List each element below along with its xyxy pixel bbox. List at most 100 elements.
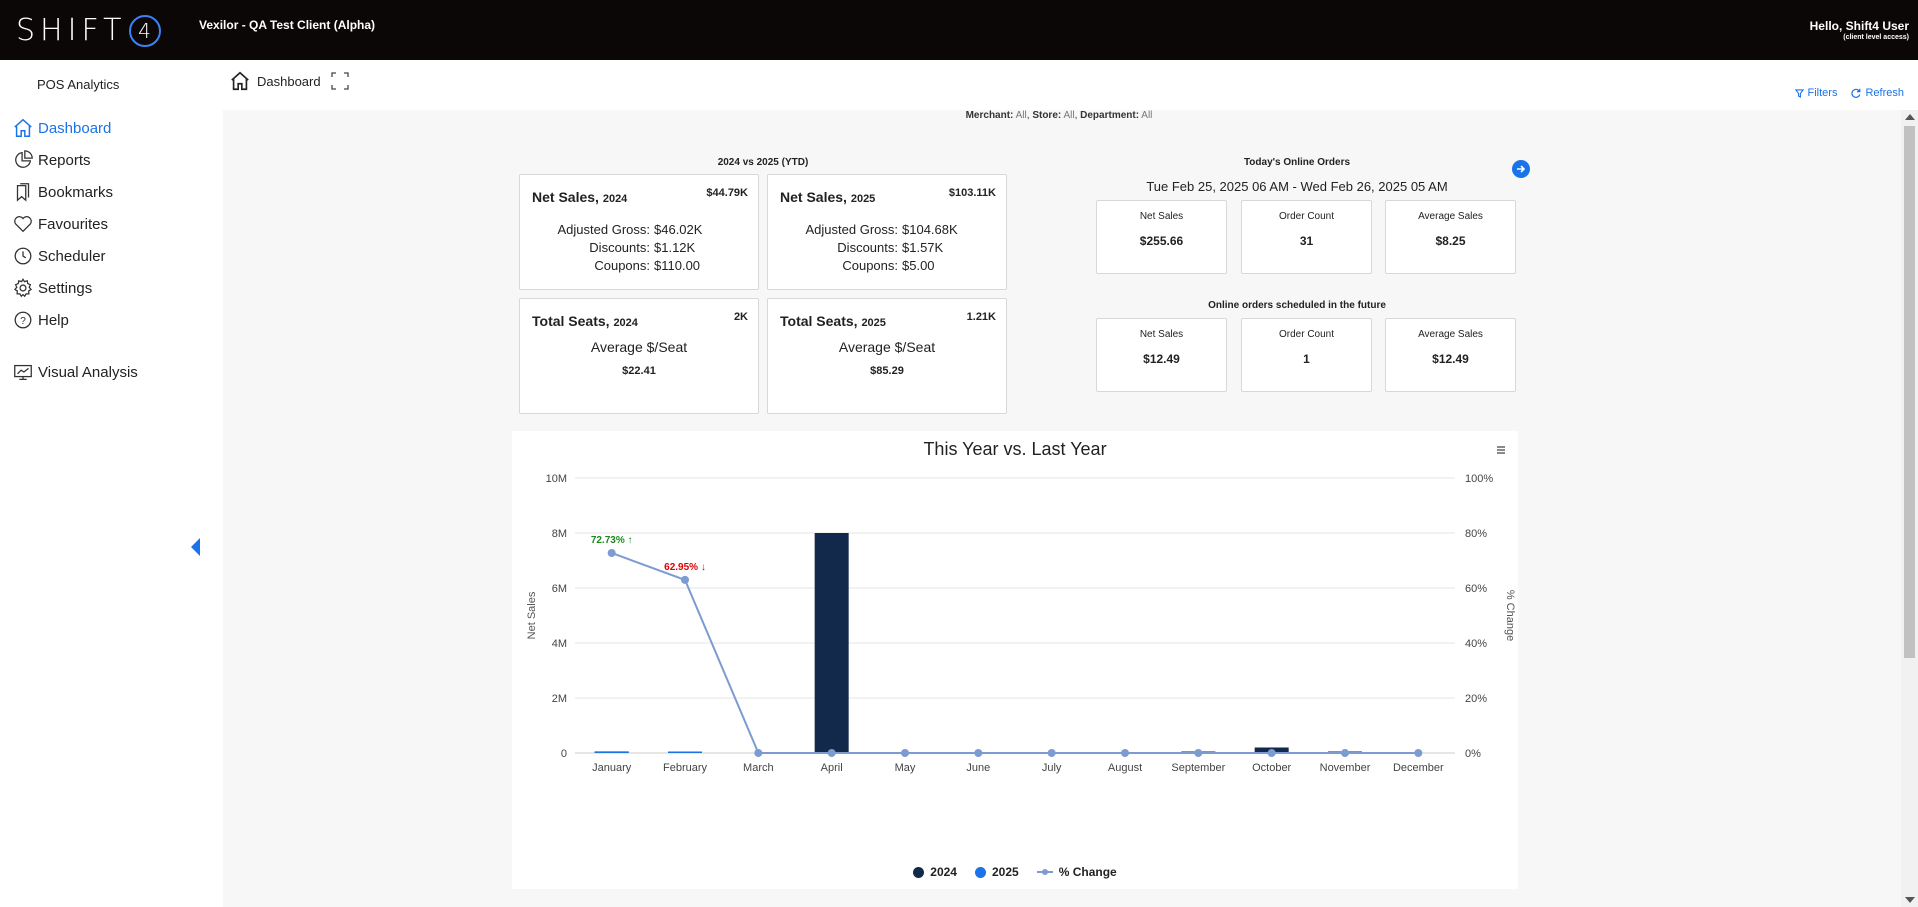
- sidebar-item-settings[interactable]: Settings: [0, 272, 199, 304]
- coupons-row: Coupons: $110.00: [520, 257, 758, 275]
- metric-value: 1: [1303, 352, 1310, 366]
- home-icon[interactable]: [229, 70, 251, 92]
- data-label: 72.73% ↑: [591, 535, 633, 546]
- department-filter-value: All: [1141, 110, 1153, 121]
- next-arrow-button[interactable]: [1512, 160, 1530, 178]
- y-tick-label: 4M: [552, 638, 567, 650]
- x-tick-label: June: [966, 762, 990, 774]
- main-header: Dashboard Filters Refresh: [223, 60, 1918, 110]
- discounts-row: Discounts: $1.12K: [520, 239, 758, 257]
- scroll-up-arrow-icon[interactable]: [1905, 114, 1915, 120]
- future-average-sales-card: Average Sales $12.49: [1385, 318, 1516, 392]
- sidebar-item-label: Reports: [38, 151, 91, 169]
- bar-2025: [668, 751, 702, 753]
- metric-value: 31: [1299, 234, 1314, 248]
- sidebar-item-reports[interactable]: Reports: [0, 144, 199, 176]
- card-title: Total Seats, 2024: [532, 313, 638, 329]
- sidebar-item-bookmarks[interactable]: Bookmarks: [0, 176, 199, 208]
- x-tick-label: April: [821, 762, 843, 774]
- avg-per-seat-label: Average $/Seat: [590, 339, 688, 355]
- percent-change-point: [1414, 749, 1423, 757]
- chart-menu-icon[interactable]: [1496, 445, 1506, 455]
- adjusted-gross-row: Adjusted Gross: $46.02K: [520, 221, 758, 239]
- x-tick-label: November: [1320, 762, 1371, 774]
- y-tick-label: 0: [561, 748, 567, 760]
- card-total: 1.21K: [966, 311, 996, 323]
- card-rows: Adjusted Gross: $46.02K Discounts: $1.12K …: [520, 221, 758, 275]
- merchant-filter-label: Merchant:: [965, 110, 1014, 121]
- avg-per-seat-value: $22.41: [622, 365, 656, 377]
- total-seats-2024-card: Total Seats, 2024 2K Average $/Seat $22.…: [519, 298, 759, 414]
- sidebar-item-favourites[interactable]: Favourites: [0, 208, 199, 240]
- fullscreen-icon[interactable]: [330, 72, 349, 90]
- sidebar-item-label: Visual Analysis: [38, 363, 138, 381]
- row-label: Coupons:: [594, 258, 650, 273]
- sidebar-item-help[interactable]: ? Help: [0, 304, 199, 336]
- online-orders-date-range: Tue Feb 25, 2025 06 AM - Wed Feb 26, 202…: [1146, 179, 1448, 194]
- future-orders-caption: Online orders scheduled in the future: [1208, 300, 1386, 311]
- x-tick-label: February: [663, 762, 708, 774]
- access-level-note: (client level access): [1843, 34, 1909, 41]
- legend-2025[interactable]: 2025: [974, 865, 1019, 879]
- refresh-button[interactable]: Refresh: [1851, 87, 1904, 99]
- logo-mark: 4: [128, 14, 161, 47]
- this-year-vs-last-year-chart: This Year vs. Last Year 0 2M 4M 6M 8M 10M 0% 20…: [512, 431, 1518, 889]
- user-greeting[interactable]: Hello, Shift4 User: [1809, 19, 1909, 33]
- y-tick-label: 8M: [552, 528, 567, 540]
- nav-separator: [0, 336, 199, 356]
- heart-icon: [14, 216, 32, 233]
- collapse-sidebar-button[interactable]: [179, 530, 213, 564]
- legend-label: 2024: [930, 865, 957, 879]
- logo-text: SHIFT: [16, 13, 127, 48]
- arrow-right-icon: [1517, 165, 1526, 173]
- shift4-logo[interactable]: SHIFT 4: [16, 13, 161, 48]
- refresh-icon: [1851, 88, 1861, 98]
- scroll-down-arrow-icon[interactable]: [1905, 897, 1915, 903]
- sidebar-item-label: Scheduler: [38, 247, 106, 265]
- x-tick-label: September: [1171, 762, 1225, 774]
- data-label: 62.95% ↓: [664, 562, 706, 573]
- sidebar-item-label: Settings: [38, 279, 93, 297]
- x-tick-label: January: [592, 762, 632, 774]
- metric-label: Average Sales: [1418, 329, 1483, 340]
- scrollbar-thumb[interactable]: [1904, 126, 1915, 658]
- card-title-text: Net Sales,: [532, 189, 599, 205]
- y-tick-label: 2M: [552, 693, 567, 705]
- percent-change-point: [1194, 749, 1203, 757]
- discounts-row: Discounts: $1.57K: [768, 239, 1006, 257]
- help-icon: ?: [14, 311, 32, 329]
- avg-per-seat-value: $85.29: [870, 365, 904, 377]
- card-year: 2024: [613, 317, 638, 329]
- percent-change-point: [607, 548, 616, 557]
- legend-percent-change[interactable]: % Change: [1036, 865, 1117, 879]
- metric-label: Net Sales: [1139, 329, 1184, 340]
- future-order-count-card: Order Count 1: [1241, 318, 1372, 392]
- sidebar-item-scheduler[interactable]: Scheduler: [0, 240, 199, 272]
- clock-icon: [14, 247, 32, 265]
- avg-per-seat-label: Average $/Seat: [838, 339, 936, 355]
- card-year: 2024: [602, 193, 628, 205]
- card-title-text: Total Seats,: [532, 313, 610, 329]
- percent-change-point: [1341, 749, 1349, 757]
- card-total: $103.11K: [948, 187, 996, 199]
- sidebar-item-visual-analysis[interactable]: Visual Analysis: [0, 356, 199, 388]
- sidebar-item-label: Bookmarks: [38, 183, 114, 201]
- y2-tick-label: 20%: [1465, 693, 1487, 705]
- svg-text:?: ?: [20, 316, 26, 327]
- percent-change-point: [681, 575, 689, 584]
- client-title: Vexilor - QA Test Client (Alpha): [199, 18, 376, 32]
- row-value: $1.12K: [654, 240, 696, 255]
- top-bar: SHIFT 4 Vexilor - QA Test Client (Alpha)…: [0, 0, 1918, 60]
- legend-2024[interactable]: 2024: [913, 865, 957, 879]
- sidebar-title: POS Analytics: [37, 77, 120, 92]
- bookmark-icon: [16, 183, 30, 202]
- sidebar: POS Analytics Dashboard Reports Bookmark…: [0, 60, 213, 907]
- legend-label: 2025: [991, 865, 1019, 879]
- card-year: 2025: [861, 317, 886, 329]
- vertical-scrollbar[interactable]: [1901, 110, 1918, 907]
- filters-button[interactable]: Filters: [1794, 87, 1837, 99]
- todays-online-orders-caption: Today's Online Orders: [1243, 157, 1351, 168]
- y-tick-label: 6M: [552, 583, 567, 595]
- sidebar-item-dashboard[interactable]: Dashboard: [0, 112, 199, 144]
- chart-legend: 2024 2025 % Change: [512, 865, 1518, 879]
